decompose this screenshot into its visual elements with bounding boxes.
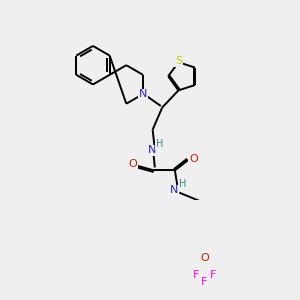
Text: H: H (178, 179, 186, 190)
Text: N: N (148, 146, 156, 155)
Text: S: S (175, 56, 182, 67)
Text: O: O (189, 154, 198, 164)
Text: N: N (170, 185, 178, 195)
Text: O: O (200, 253, 209, 263)
Text: F: F (210, 270, 217, 280)
Text: N: N (139, 89, 147, 99)
Text: O: O (128, 160, 137, 170)
Text: H: H (156, 140, 163, 149)
Text: F: F (192, 270, 199, 280)
Text: F: F (201, 277, 208, 287)
